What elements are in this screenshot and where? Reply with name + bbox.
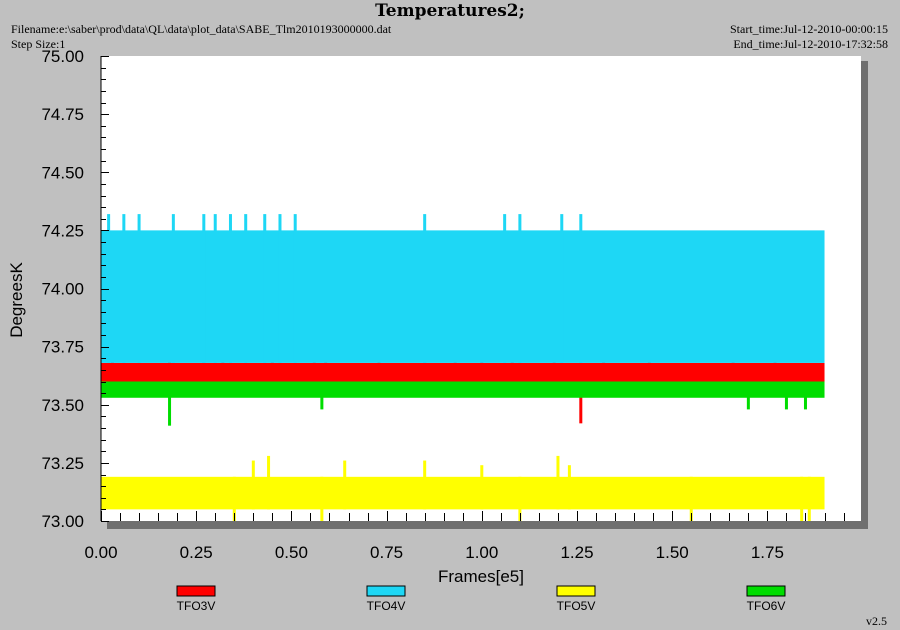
- series-spike-tfo5v: [556, 455, 560, 510]
- series-spike-tfo4v: [293, 214, 297, 363]
- series-spike-tfo5v: [567, 465, 571, 510]
- x-tick-label: 1.25: [560, 543, 593, 562]
- legend-label: TFO4V: [367, 599, 406, 613]
- series-spike-tfo5v: [518, 476, 522, 521]
- series-spike-tfo4v: [503, 214, 507, 363]
- series-spike-tfo5v: [320, 476, 324, 521]
- legend-item-tfo4v: TFO4V: [366, 585, 406, 613]
- legend-label: TFO6V: [747, 599, 786, 613]
- filename-label: Filename:e:\saber\prod\data\QL\data\plot…: [11, 22, 392, 36]
- series-tfo5v: [101, 455, 825, 521]
- series-spike-tfo4v: [244, 214, 248, 363]
- y-tick-label: 75.00: [41, 47, 84, 66]
- y-tick-label: 74.25: [41, 221, 84, 240]
- series-spike-tfo3v: [731, 346, 735, 382]
- step-size-label: Step Size:1: [11, 37, 66, 51]
- series-spike-tfo6v: [803, 381, 807, 410]
- series-spike-tfo5v: [343, 460, 347, 510]
- series-spike-tfo3v: [270, 346, 274, 382]
- series-spike-tfo3v: [602, 346, 606, 382]
- x-tick-label: 0.75: [370, 543, 403, 562]
- legend-item-tfo6v: TFO6V: [746, 585, 786, 613]
- series-spike-tfo3v: [480, 346, 484, 382]
- series-spike-tfo4v: [171, 214, 175, 363]
- legend-label: TFO5V: [557, 599, 596, 613]
- start-time-label: Start_time:Jul-12-2010-00:00:15: [730, 22, 888, 36]
- series-spike-tfo3v: [377, 346, 381, 382]
- y-axis-title: DegreesK: [7, 262, 26, 338]
- legend-swatch-tfo5v: [556, 585, 596, 597]
- series-spike-tfo4v: [579, 214, 583, 363]
- series-spike-tfo4v: [560, 214, 564, 363]
- series-spike-tfo4v: [228, 214, 232, 363]
- series-band-tfo6v: [101, 381, 825, 398]
- series-spike-tfo6v: [784, 381, 788, 410]
- series-spike-tfo5v: [267, 455, 271, 510]
- series-spike-tfo6v: [320, 381, 324, 410]
- series-spike-tfo3v: [647, 346, 651, 382]
- series-layer: [101, 214, 825, 521]
- axis-layer: 73.00 73.25 73.50 73.75 74.00 74.25 74.50 74.75…: [41, 47, 845, 562]
- series-spike-tfo3v: [221, 346, 225, 382]
- x-tick-label: 1.00: [465, 543, 498, 562]
- series-band-tfo5v: [101, 476, 825, 510]
- series-spike-tfo3v: [453, 346, 457, 382]
- x-tick-label: 0.00: [84, 543, 117, 562]
- y-tick-label: 73.25: [41, 454, 84, 473]
- y-tick-label: 73.75: [41, 338, 84, 357]
- series-spike-tfo3v: [423, 346, 427, 382]
- series-band-tfo3v: [101, 362, 825, 382]
- x-tick-label: 0.50: [275, 543, 308, 562]
- chart-title: Temperatures2;: [375, 1, 525, 21]
- series-spike-tfo5v: [251, 460, 255, 510]
- y-tick-label: 74.50: [41, 163, 84, 182]
- series-spike-tfo4v: [202, 214, 206, 363]
- series-spike-tfo6v: [746, 381, 750, 410]
- end-time-label: End_time:Jul-12-2010-17:32:58: [733, 37, 888, 51]
- series-spike-tfo4v: [278, 214, 282, 363]
- series-spike-tfo3v: [510, 346, 514, 382]
- series-spike-tfo4v: [122, 214, 126, 363]
- series-spike-tfo5v: [480, 465, 484, 510]
- legend-swatch-tfo6v: [746, 585, 786, 597]
- series-spike-tfo4v: [107, 214, 111, 363]
- legend-swatch-tfo4v: [366, 585, 406, 597]
- y-tick-label: 74.75: [41, 105, 84, 124]
- series-spike-tfo4v: [263, 214, 267, 363]
- series-spike-tfo3v: [110, 346, 114, 382]
- series-spike-tfo5v: [807, 476, 811, 521]
- legend-item-tfo5v: TFO5V: [556, 585, 596, 613]
- version-label: v2.5: [866, 614, 887, 628]
- legend: TFO3V TFO4V TFO5V TFO6V: [176, 585, 786, 613]
- legend-item-tfo3v: TFO3V: [176, 585, 216, 613]
- legend-label: TFO3V: [177, 599, 216, 613]
- series-spike-tfo4v: [213, 214, 217, 363]
- legend-swatch-tfo3v: [176, 585, 216, 597]
- series-spike-tfo5v: [800, 476, 804, 521]
- series-spike-tfo4v: [518, 214, 522, 363]
- series-band-tfo4v: [101, 230, 825, 363]
- series-tfo4v: [101, 214, 825, 363]
- x-tick-label: 1.75: [751, 543, 784, 562]
- x-tick-label: 1.50: [656, 543, 689, 562]
- series-spike-tfo6v: [168, 381, 172, 426]
- series-spike-tfo4v: [423, 214, 427, 363]
- series-tfo6v: [101, 381, 825, 426]
- x-axis-title: Frames[e5]: [438, 567, 524, 586]
- series-spike-tfo5v: [423, 460, 427, 510]
- series-spike-tfo3v: [324, 346, 328, 382]
- x-tick-label: 0.25: [180, 543, 213, 562]
- series-spike-tfo5v: [232, 476, 236, 521]
- series-spike-tfo4v: [137, 214, 141, 363]
- y-tick-label: 73.50: [41, 396, 84, 415]
- y-tick-label: 74.00: [41, 280, 84, 299]
- series-spike-tfo3v: [202, 346, 206, 382]
- series-spike-tfo3v: [168, 346, 172, 382]
- series-spike-tfo5v: [689, 476, 693, 521]
- series-spike-tfo3v: [773, 353, 777, 382]
- y-tick-label: 73.00: [41, 512, 84, 531]
